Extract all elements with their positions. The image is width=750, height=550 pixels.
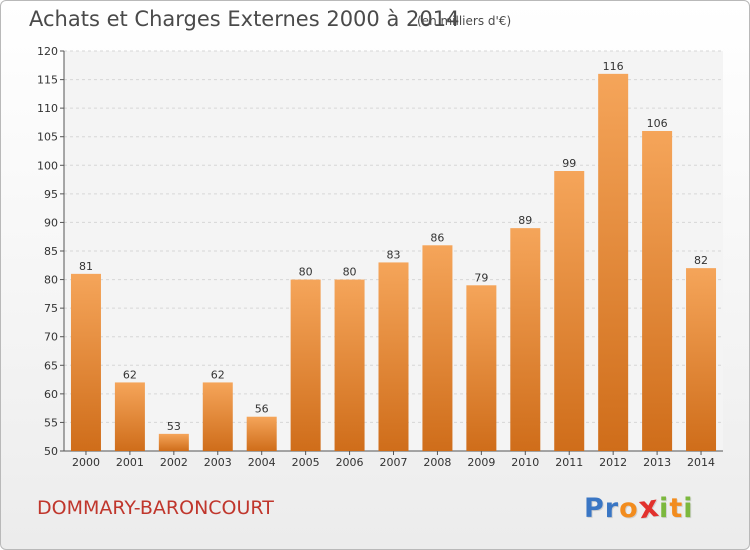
data-label-2002: 53 [167,420,181,433]
logo-letter: t [669,493,684,524]
bar-2008 [422,245,453,451]
x-tick-label-2013: 2013 [643,456,671,469]
y-tick-label: 75 [44,302,58,315]
x-tick-label-2002: 2002 [160,456,188,469]
logo-letter: x [636,488,662,527]
x-tick-label-2009: 2009 [467,456,495,469]
x-tick-label-2011: 2011 [555,456,583,469]
y-tick-label: 70 [44,331,58,344]
bar-2014 [686,268,717,451]
x-tick-label-2003: 2003 [204,456,232,469]
bar-2011 [554,171,585,451]
data-label-2000: 81 [79,260,93,273]
bar-2000 [70,273,101,451]
y-tick-label: 80 [44,274,58,287]
x-tick-label-2010: 2010 [511,456,539,469]
data-label-2003: 62 [211,368,225,381]
logo-letter: r [604,493,620,524]
bar-2003 [202,382,233,451]
data-label-2013: 106 [647,117,668,130]
location-name: DOMMARY-BARONCOURT [37,497,274,519]
bar-2007 [378,262,409,451]
bar-2004 [246,416,277,451]
x-tick-label-2007: 2007 [380,456,408,469]
y-tick-label: 60 [44,388,58,401]
data-label-2012: 116 [603,60,624,73]
y-tick-label: 85 [44,245,58,258]
y-tick-label: 65 [44,359,58,372]
data-label-2014: 82 [694,254,708,267]
data-label-2011: 99 [562,157,576,170]
y-tick-label: 115 [37,74,58,87]
bar-2006 [334,279,365,451]
chart-title: Achats et Charges Externes 2000 à 2014 [29,7,460,31]
data-label-2004: 56 [255,403,269,416]
data-label-2005: 80 [299,266,313,279]
bar-2012 [598,73,629,451]
data-label-2010: 89 [518,214,532,227]
x-tick-label-2008: 2008 [423,456,451,469]
y-tick-label: 95 [44,188,58,201]
bar-2002 [158,433,189,451]
x-tick-label-2004: 2004 [248,456,276,469]
x-tick-label-2012: 2012 [599,456,627,469]
bar-2005 [290,279,321,451]
x-tick-label-2001: 2001 [116,456,144,469]
chart-unit: (en milliers d'€) [417,14,512,28]
data-label-2008: 86 [430,231,444,244]
bar-2001 [114,382,145,451]
y-tick-label: 105 [37,131,58,144]
logo-letter: P [584,493,605,524]
x-tick-label-2014: 2014 [687,456,715,469]
y-tick-label: 100 [37,159,58,172]
y-tick-label: 120 [37,45,58,58]
proxiti-logo: Proxiti [584,488,694,527]
bar-2010 [510,228,541,451]
bar-2009 [466,285,497,451]
data-label-2006: 80 [343,266,357,279]
logo-letter: i [683,493,694,524]
x-tick-label-2006: 2006 [336,456,364,469]
data-label-2001: 62 [123,368,137,381]
x-tick-label-2005: 2005 [292,456,320,469]
logo-letter: o [619,493,639,524]
y-tick-label: 50 [44,445,58,458]
data-label-2007: 83 [387,248,401,261]
x-tick-label-2000: 2000 [72,456,100,469]
y-tick-label: 90 [44,216,58,229]
bar-2013 [642,131,673,451]
y-tick-label: 110 [37,102,58,115]
data-label-2009: 79 [474,271,488,284]
logo-letter: i [659,493,670,524]
y-tick-label: 55 [44,416,58,429]
